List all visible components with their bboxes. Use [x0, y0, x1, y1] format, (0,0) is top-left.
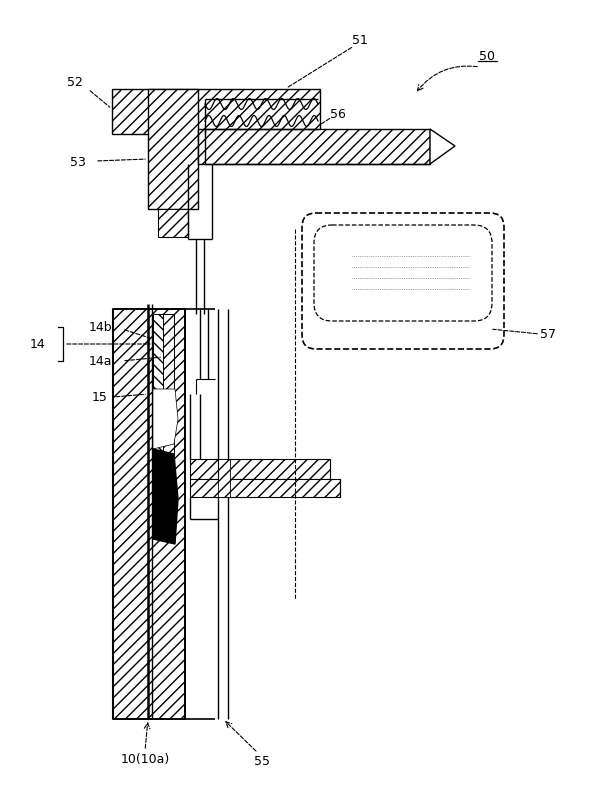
Polygon shape: [153, 449, 178, 545]
Bar: [158, 210, 188, 237]
Bar: [112, 90, 320, 135]
Bar: [198, 130, 430, 164]
Bar: [163, 314, 174, 500]
Bar: [148, 90, 198, 210]
Text: 53: 53: [70, 156, 86, 168]
Text: 15: 15: [92, 391, 108, 404]
Text: 55: 55: [254, 755, 270, 768]
Text: 10(10a): 10(10a): [121, 752, 170, 766]
Polygon shape: [153, 390, 178, 449]
Bar: [113, 310, 185, 719]
Bar: [218, 460, 230, 497]
Text: 50: 50: [479, 51, 495, 63]
Text: 14a: 14a: [88, 355, 112, 368]
Text: 14: 14: [30, 338, 46, 351]
Text: 57: 57: [540, 328, 556, 341]
Text: 14b: 14b: [88, 321, 112, 334]
FancyBboxPatch shape: [302, 214, 504, 350]
Bar: [190, 480, 340, 497]
Text: 56: 56: [330, 108, 346, 121]
Polygon shape: [430, 130, 455, 164]
Text: 51: 51: [352, 34, 368, 47]
Bar: [153, 314, 164, 500]
FancyBboxPatch shape: [314, 225, 492, 322]
Bar: [190, 460, 330, 480]
Text: 52: 52: [67, 75, 83, 88]
